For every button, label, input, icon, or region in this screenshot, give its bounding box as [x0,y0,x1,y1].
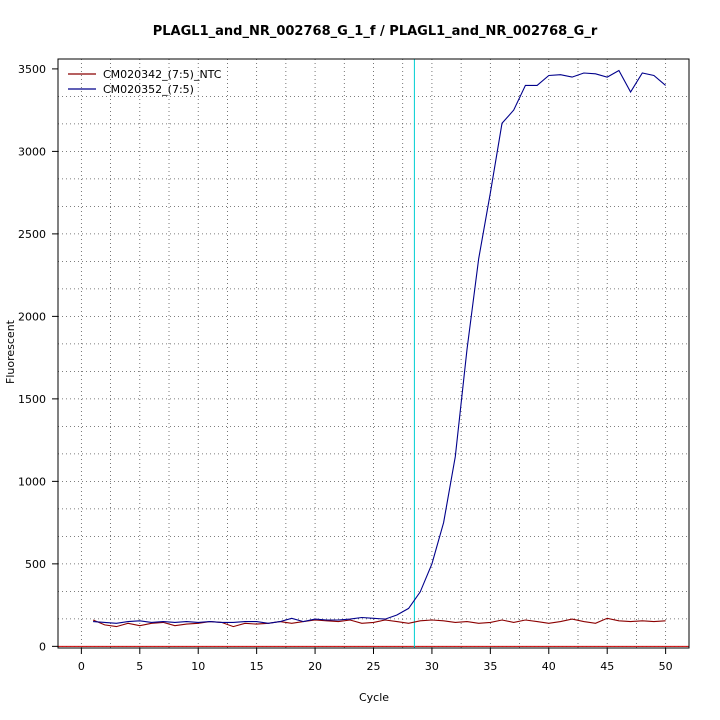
y-tick-label: 1500 [18,393,46,406]
series-line-2 [93,69,666,624]
y-tick-label: 3500 [18,63,46,76]
x-tick-label: 20 [308,660,322,673]
y-tick-label: 2500 [18,228,46,241]
series-line-1 [92,617,666,628]
x-tick-label: 35 [483,660,497,673]
y-tick-label: 2000 [18,310,46,323]
x-axis: 0 5 10 15 20 25 30 35 40 45 50 [78,648,673,673]
legend-label: CM020352_(7:5) [103,83,194,96]
x-tick-label: 30 [425,660,439,673]
chart-title: PLAGL1_and_NR_002768_G_1_f / PLAGL1_and_… [153,24,598,39]
grid [58,59,689,648]
x-tick-label: 40 [542,660,556,673]
y-axis-label: Fluorescent [4,319,17,384]
series-lines [92,69,666,628]
y-tick-label: 500 [25,558,46,571]
legend: CM020342_(7:5)_NTC CM020352_(7:5) [68,68,222,96]
x-axis-label: Cycle [359,691,389,704]
y-tick-label: 3000 [18,145,46,158]
legend-label: CM020342_(7:5)_NTC [103,68,222,81]
x-tick-label: 0 [78,660,85,673]
y-tick-label: 0 [39,640,46,653]
y-tick-label: 1000 [18,475,46,488]
x-tick-label: 5 [136,660,143,673]
x-tick-label: 10 [191,660,205,673]
x-tick-label: 50 [659,660,673,673]
y-axis: 0 500 1000 1500 2000 2500 3000 3500 [18,63,58,653]
x-tick-label: 45 [600,660,614,673]
x-tick-label: 15 [250,660,264,673]
x-tick-label: 25 [367,660,381,673]
